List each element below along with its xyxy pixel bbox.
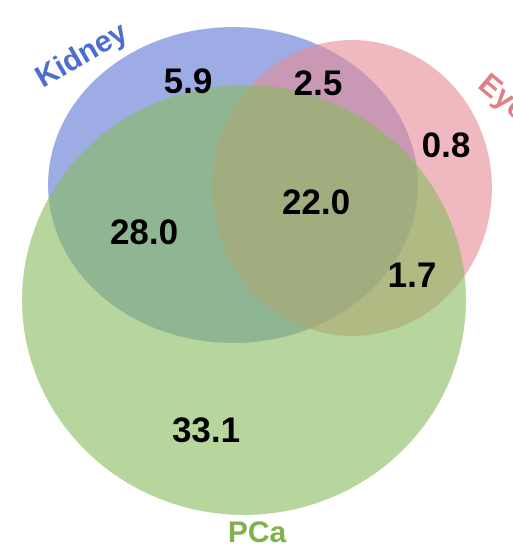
region-kidney-only-value: 5.9 [164,62,213,101]
region-kidney-eye-value: 2.5 [294,64,343,103]
region-pca-only-value: 33.1 [172,411,240,450]
region-eye-pca-value: 1.7 [388,256,437,295]
pca-set-label: PCa [228,516,287,548]
eye-set-label: Eye [472,67,513,127]
region-kidney-eye-pca-value: 22.0 [282,183,350,222]
pca-set-circle [22,85,466,515]
region-eye-only-value: 0.8 [422,126,471,165]
region-kidney-pca-value: 28.0 [110,213,178,252]
